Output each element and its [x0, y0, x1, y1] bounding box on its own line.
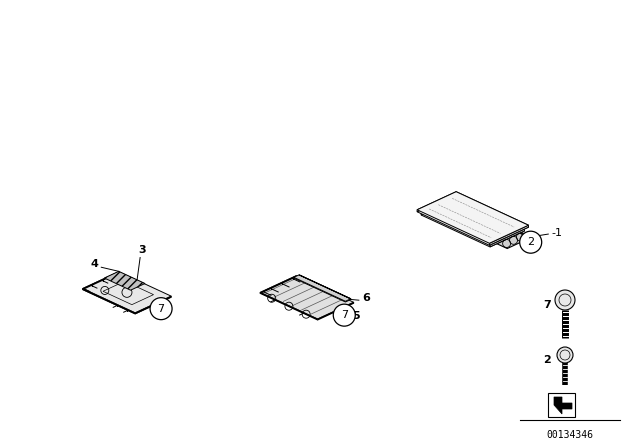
Polygon shape — [490, 228, 524, 247]
Circle shape — [555, 290, 575, 310]
Text: 7: 7 — [157, 304, 164, 314]
Polygon shape — [260, 293, 317, 320]
Text: 00134346: 00134346 — [547, 430, 593, 440]
Polygon shape — [456, 192, 529, 227]
Circle shape — [557, 347, 573, 363]
Polygon shape — [294, 275, 351, 301]
Polygon shape — [317, 302, 354, 320]
Polygon shape — [83, 273, 172, 314]
Text: 6: 6 — [362, 293, 370, 303]
Text: 5: 5 — [352, 311, 360, 322]
Text: 2: 2 — [543, 355, 551, 365]
Text: 3: 3 — [138, 245, 146, 254]
Polygon shape — [421, 195, 456, 215]
Polygon shape — [456, 195, 524, 231]
Circle shape — [150, 297, 172, 320]
Polygon shape — [417, 194, 529, 246]
Text: -1: -1 — [551, 228, 563, 238]
Polygon shape — [417, 192, 529, 243]
Polygon shape — [497, 233, 530, 249]
Text: 2: 2 — [527, 237, 534, 247]
Polygon shape — [299, 276, 351, 300]
Polygon shape — [260, 276, 296, 293]
Polygon shape — [260, 276, 354, 319]
Text: 4: 4 — [90, 259, 98, 269]
Text: 7: 7 — [340, 310, 348, 320]
Polygon shape — [104, 271, 145, 290]
Polygon shape — [83, 272, 172, 313]
Text: 7: 7 — [543, 300, 551, 310]
Polygon shape — [417, 192, 456, 212]
Polygon shape — [299, 275, 351, 299]
Polygon shape — [135, 296, 172, 314]
Circle shape — [333, 304, 355, 326]
Polygon shape — [490, 225, 529, 246]
Polygon shape — [520, 232, 530, 238]
Polygon shape — [294, 276, 351, 302]
Polygon shape — [83, 272, 119, 289]
Polygon shape — [554, 397, 572, 414]
Circle shape — [520, 231, 541, 253]
Polygon shape — [421, 199, 524, 247]
Polygon shape — [83, 289, 135, 314]
